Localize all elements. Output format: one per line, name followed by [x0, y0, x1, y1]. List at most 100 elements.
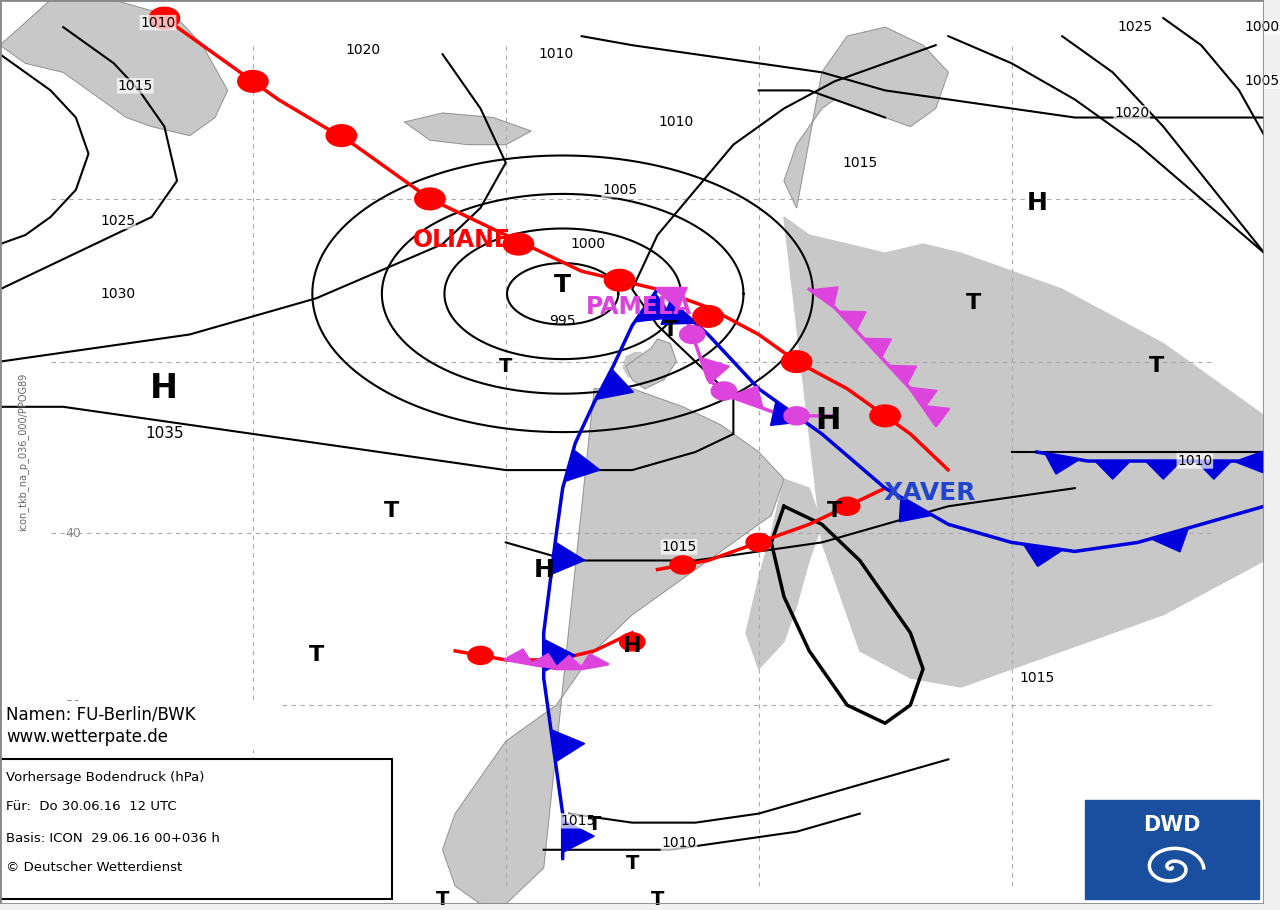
Polygon shape — [1236, 450, 1267, 472]
Polygon shape — [655, 288, 687, 309]
Circle shape — [620, 632, 645, 651]
Text: T: T — [384, 501, 399, 521]
Text: 1025: 1025 — [1117, 20, 1153, 34]
Polygon shape — [810, 287, 838, 307]
Polygon shape — [529, 653, 558, 670]
Circle shape — [671, 556, 695, 574]
Text: T: T — [650, 890, 664, 909]
Text: H: H — [150, 372, 178, 405]
Bar — [1085, 800, 1260, 899]
Text: Basis: ICON  29.06.16 00+036 h: Basis: ICON 29.06.16 00+036 h — [6, 832, 220, 844]
Polygon shape — [783, 27, 948, 207]
Circle shape — [835, 497, 860, 515]
Text: 30: 30 — [65, 699, 81, 712]
Polygon shape — [888, 366, 916, 385]
Circle shape — [467, 646, 493, 664]
Circle shape — [692, 306, 723, 328]
Polygon shape — [1196, 461, 1231, 480]
Polygon shape — [838, 311, 867, 330]
Polygon shape — [1023, 544, 1062, 566]
Circle shape — [870, 405, 900, 427]
Text: 1015: 1015 — [842, 156, 877, 170]
Text: 40: 40 — [65, 527, 81, 540]
Polygon shape — [0, 0, 228, 136]
Circle shape — [680, 326, 705, 343]
Polygon shape — [544, 639, 575, 672]
Polygon shape — [554, 655, 584, 669]
Polygon shape — [623, 352, 645, 377]
Polygon shape — [595, 369, 634, 399]
Circle shape — [326, 125, 357, 147]
Text: icon_tkb_na_p_036_000/PPOG89: icon_tkb_na_p_036_000/PPOG89 — [18, 373, 28, 531]
Circle shape — [415, 188, 445, 209]
Polygon shape — [443, 389, 783, 904]
Text: T: T — [554, 273, 571, 297]
Text: 1010: 1010 — [539, 47, 573, 61]
Text: T: T — [1149, 356, 1165, 376]
Text: 1020: 1020 — [1114, 106, 1149, 120]
Bar — [0, 701, 278, 751]
Text: T: T — [308, 645, 324, 665]
Circle shape — [544, 651, 570, 669]
Polygon shape — [746, 480, 822, 669]
Circle shape — [150, 7, 179, 29]
Text: DWD: DWD — [1143, 815, 1201, 835]
Circle shape — [746, 533, 772, 551]
Text: H: H — [623, 636, 641, 656]
Text: T: T — [626, 854, 639, 873]
Text: T: T — [827, 501, 842, 521]
Text: Für:  Do 30.06.16  12 UTC: Für: Do 30.06.16 12 UTC — [6, 800, 177, 813]
Text: 1020: 1020 — [346, 43, 380, 56]
Polygon shape — [552, 542, 585, 574]
Polygon shape — [635, 293, 673, 322]
Circle shape — [783, 407, 809, 425]
Polygon shape — [909, 388, 937, 409]
Circle shape — [604, 269, 635, 291]
Polygon shape — [1151, 528, 1188, 551]
Text: 1015: 1015 — [662, 540, 696, 554]
Circle shape — [712, 382, 736, 400]
Text: 1025: 1025 — [100, 215, 136, 228]
Text: © Deutscher Wetterdienst: © Deutscher Wetterdienst — [6, 862, 183, 875]
Polygon shape — [504, 649, 534, 665]
Text: Namen: FU-Berlin/BWK: Namen: FU-Berlin/BWK — [6, 705, 196, 723]
Polygon shape — [700, 358, 730, 384]
Circle shape — [781, 350, 812, 372]
Polygon shape — [1094, 461, 1130, 480]
Text: 1015: 1015 — [118, 79, 152, 93]
Circle shape — [503, 233, 534, 255]
Text: 1010: 1010 — [141, 15, 175, 30]
Polygon shape — [564, 450, 600, 481]
Text: 1000: 1000 — [571, 238, 605, 251]
Text: 1010: 1010 — [659, 115, 694, 129]
Polygon shape — [626, 339, 676, 389]
Text: 1035: 1035 — [145, 427, 184, 441]
Text: T: T — [436, 890, 449, 909]
Text: 1005: 1005 — [602, 183, 637, 197]
Polygon shape — [660, 300, 695, 324]
Text: T: T — [966, 293, 982, 313]
Text: 1005: 1005 — [1244, 75, 1280, 88]
Polygon shape — [1146, 461, 1181, 480]
Polygon shape — [550, 730, 585, 762]
Text: 1010: 1010 — [1178, 454, 1212, 468]
Polygon shape — [563, 820, 594, 853]
Polygon shape — [1044, 453, 1079, 474]
Circle shape — [238, 70, 268, 92]
Polygon shape — [730, 386, 763, 409]
Bar — [0, 759, 392, 899]
Text: T: T — [499, 357, 512, 376]
Text: www.wetterpate.de: www.wetterpate.de — [6, 728, 169, 746]
Polygon shape — [783, 217, 1265, 687]
Text: T: T — [588, 815, 602, 834]
Polygon shape — [884, 398, 1138, 524]
Text: Vorhersage Bodendruck (hPa): Vorhersage Bodendruck (hPa) — [6, 771, 205, 784]
Polygon shape — [863, 339, 891, 358]
Text: T: T — [663, 320, 678, 340]
Text: 995: 995 — [549, 314, 576, 328]
Polygon shape — [771, 401, 805, 425]
Text: H: H — [534, 558, 554, 581]
Polygon shape — [580, 653, 609, 670]
Text: PAMELA: PAMELA — [585, 296, 691, 319]
Polygon shape — [922, 405, 950, 427]
